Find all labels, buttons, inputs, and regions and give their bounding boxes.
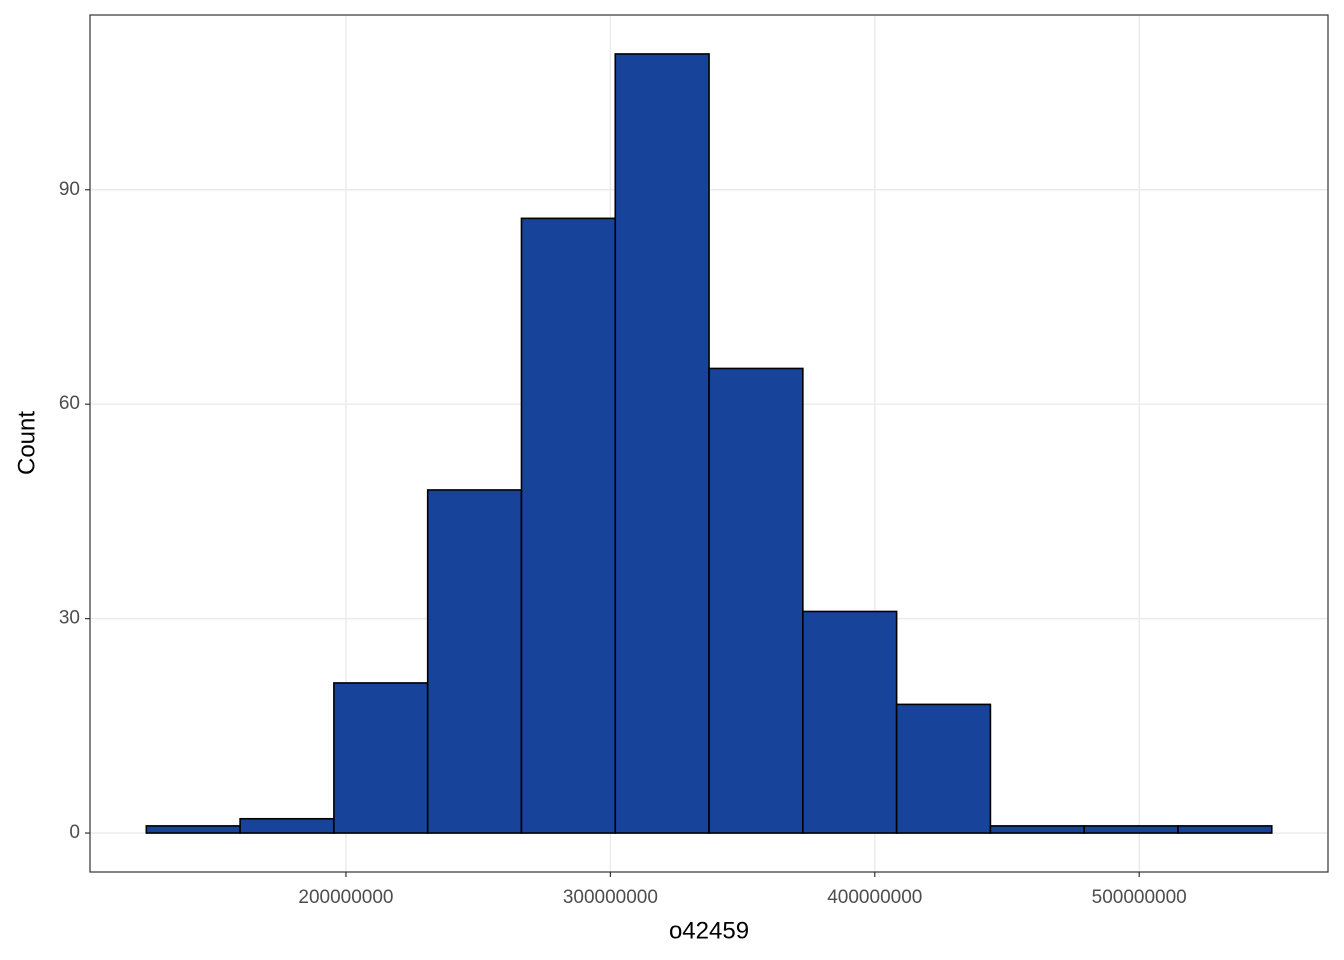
bar: [989, 825, 1086, 834]
y-axis-title: Count: [13, 411, 40, 475]
x-tick-label: 200000000: [298, 887, 393, 908]
x-tick-label: 400000000: [827, 887, 922, 908]
panel-border: [89, 14, 1329, 873]
y-tick-label: 30: [59, 608, 80, 629]
bar: [614, 53, 710, 834]
y-tick-label: 0: [69, 822, 80, 843]
bar: [333, 682, 429, 834]
x-axis-title: o42459: [669, 917, 749, 944]
x-tick-label: 300000000: [563, 887, 658, 908]
bar: [1083, 825, 1179, 834]
x-tick-label: 500000000: [1092, 887, 1187, 908]
bar: [895, 703, 992, 834]
bar: [802, 610, 898, 834]
bar: [520, 217, 617, 834]
y-tick-label: 90: [59, 179, 80, 200]
bar: [145, 825, 241, 834]
y-tick-label: 60: [59, 393, 80, 414]
bar: [1177, 825, 1273, 834]
bar: [708, 367, 804, 834]
bar: [426, 489, 523, 834]
bar: [239, 817, 335, 834]
